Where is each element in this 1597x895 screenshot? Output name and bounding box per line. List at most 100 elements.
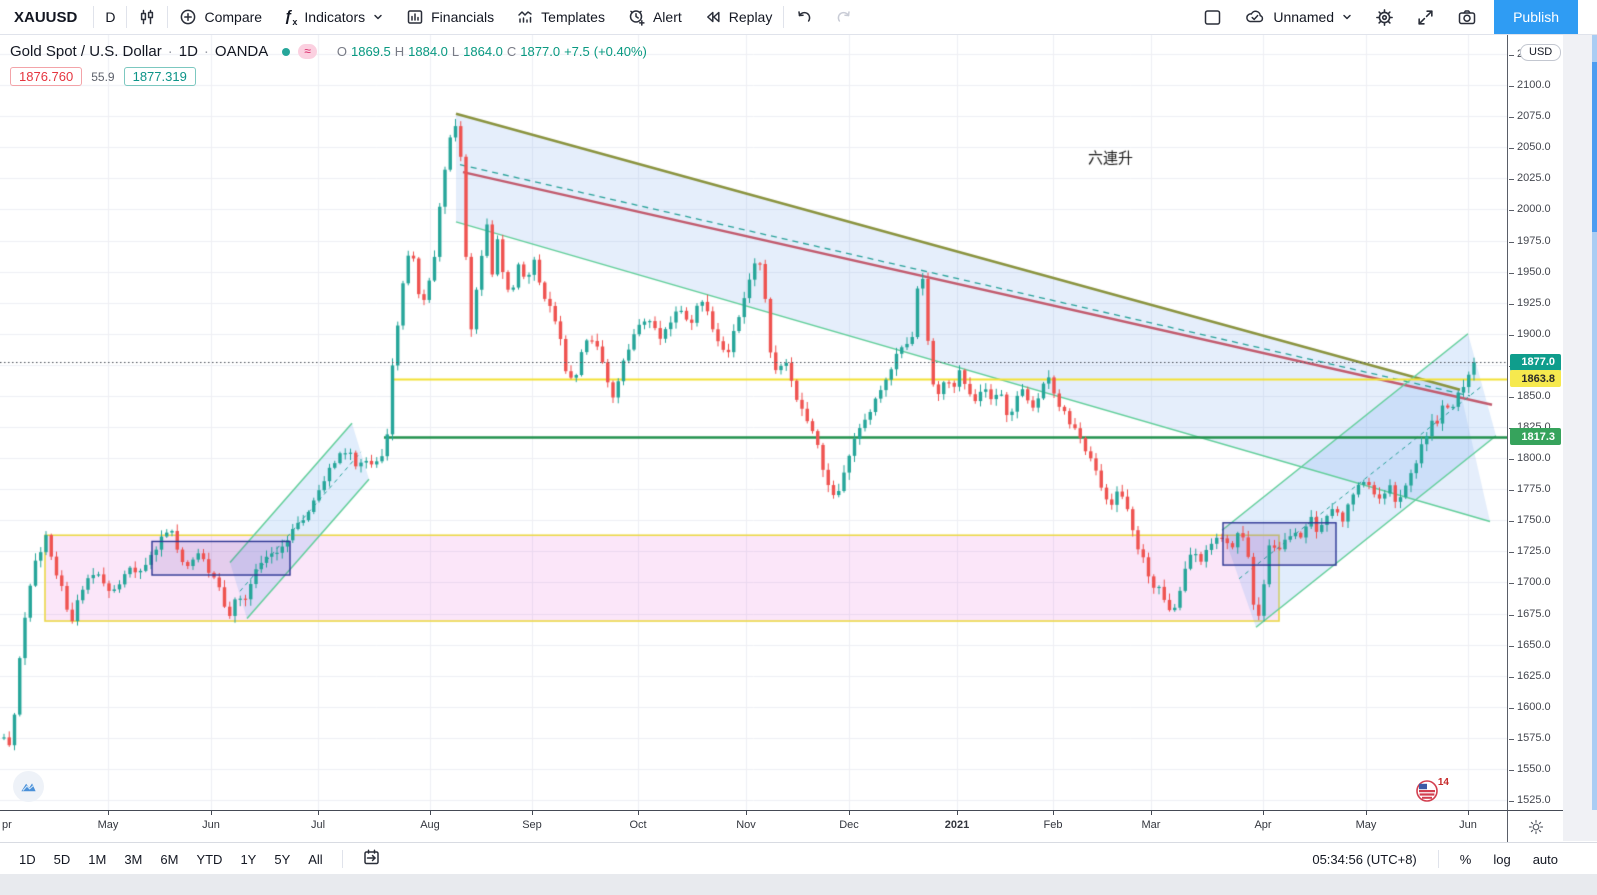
price-tick-label: 1675.0 [1509,608,1551,620]
time-tick-label: Apr [1254,819,1272,831]
range-1y-button[interactable]: 1Y [240,851,257,867]
price-tick-label: 1700.0 [1509,576,1551,588]
high-value: 1884.0 [408,44,448,59]
range-1d-button[interactable]: 1D [19,851,36,867]
alert-button[interactable]: Alert [616,0,693,34]
axis-corner [1507,810,1563,842]
price-tick-label: 1550.0 [1509,763,1551,775]
time-tick-mark [108,811,109,815]
event-count-badge: 14 [1437,777,1449,788]
time-tick-mark [532,811,533,815]
settings-button[interactable] [1364,0,1405,34]
compare-button[interactable]: Compare [168,0,273,34]
window-bottom-strip [0,874,1597,895]
price-axis[interactable]: USD 2125.02100.02075.02050.02025.02000.0… [1507,34,1563,810]
axis-settings-sun-icon[interactable] [1528,819,1544,835]
range-5y-button[interactable]: 5Y [274,851,291,867]
bid-price-button[interactable]: 1876.760 [10,67,83,86]
templates-button[interactable]: Templates [505,0,616,34]
exchange-logo [13,771,44,802]
go-to-date-icon [363,849,379,865]
time-tick-label: May [97,819,119,831]
log-scale-button[interactable]: log [1493,851,1511,867]
price-tick-label: 1600.0 [1509,701,1551,713]
publish-button[interactable]: Publish [1494,0,1578,34]
open-label: O [336,44,347,59]
alert-label: Alert [652,9,682,25]
time-tick-label: Oct [629,819,647,831]
fullscreen-icon [1418,9,1433,25]
screenshot-button[interactable] [1446,0,1488,34]
range-5d-button[interactable]: 5D [53,851,71,867]
price-tick-label: 2075.0 [1509,110,1551,122]
time-tick-mark [1053,811,1054,815]
scrollbar-thumb[interactable] [1592,62,1597,232]
legend-exchange[interactable]: OANDA [214,43,269,60]
legend-separator: · [203,43,209,60]
undo-button[interactable] [784,0,824,34]
close-label: C [506,44,517,59]
financials-button[interactable]: Financials [395,0,505,34]
scrollbar-track[interactable] [1592,34,1597,810]
time-tick-label: Jun [202,819,220,831]
price-level-pill: 1877.0 [1510,353,1561,371]
candlestick-style-icon [141,9,154,25]
indicators-label: Indicators [304,9,366,25]
ohlc-values: O 1869.5 H 1884.0 L 1864.0 C 1877.0 +7.5 (+0… [337,44,647,59]
replay-button[interactable]: Replay [693,0,784,34]
price-tick-label: 1525.0 [1509,794,1551,806]
percent-scale-button[interactable]: % [1459,851,1472,867]
camera-icon [1458,10,1476,25]
compare-plus-icon [181,9,196,25]
gear-icon [1376,8,1393,26]
indicators-button[interactable]: ƒx Indicators [273,0,395,34]
layout-icon [1205,9,1221,25]
legend-interval[interactable]: 1D [178,43,198,60]
time-tick-label: Aug [420,819,440,831]
time-tick-mark [1468,811,1469,815]
replay-label: Replay [728,9,773,25]
time-tick-mark [746,811,747,815]
auto-scale-button[interactable]: auto [1532,851,1558,867]
change-percent-value: (+0.40%) [593,44,647,59]
range-ytd-button[interactable]: YTD [196,851,223,867]
interval-button[interactable]: D [94,0,126,34]
alert-clock-icon [629,9,645,26]
go-to-date-button[interactable] [353,845,390,873]
price-tick-label: 1725.0 [1509,545,1551,557]
open-value: 1869.5 [350,44,391,59]
delayed-data-badge[interactable]: ≈ [298,44,317,59]
economic-events-icon[interactable]: 14 [1415,777,1449,809]
ask-price-button[interactable]: 1877.319 [123,67,196,86]
toolbar-divider [167,6,169,28]
time-axis[interactable]: pr May Jun Jul Aug Sep Oct Nov Dec 2021 Feb Mar Apr M… [0,810,1507,842]
price-tick-label: 1800.0 [1509,452,1551,464]
range-6m-button[interactable]: 6M [160,851,179,867]
toolbar-right-group: Unnamed [1192,0,1597,34]
toolbar-divider [126,6,128,28]
price-tick-label: 2050.0 [1509,141,1551,153]
market-status-dot-icon [282,47,291,56]
chart-style-button[interactable] [127,0,167,34]
range-all-button[interactable]: All [308,851,323,867]
symbol-button[interactable]: XAUUSD [0,0,93,34]
save-layout-button[interactable]: Unnamed [1233,0,1364,34]
currency-unit-button[interactable]: USD [1520,44,1562,61]
spread-value: 55.9 [91,69,115,84]
legend-quote-row: 1876.760 55.9 1877.319 [10,67,647,86]
price-tick-label: 1850.0 [1509,390,1551,402]
chart-pane[interactable] [0,34,1507,810]
fullscreen-button[interactable] [1405,0,1446,34]
range-1m-button[interactable]: 1M [88,851,107,867]
timezone-time[interactable]: 05:34:56 (UTC+8) [1312,851,1417,867]
templates-label: Templates [541,9,605,25]
layout-button[interactable] [1192,0,1233,34]
chevron-down-icon [374,14,382,20]
price-tick-label: 2000.0 [1509,203,1551,215]
legend-title[interactable]: Gold Spot / U.S. Dollar [10,43,162,60]
redo-button[interactable] [824,0,864,34]
range-3m-button[interactable]: 3M [124,851,143,867]
time-tick-mark [430,811,431,815]
time-tick-label: Nov [736,819,756,831]
